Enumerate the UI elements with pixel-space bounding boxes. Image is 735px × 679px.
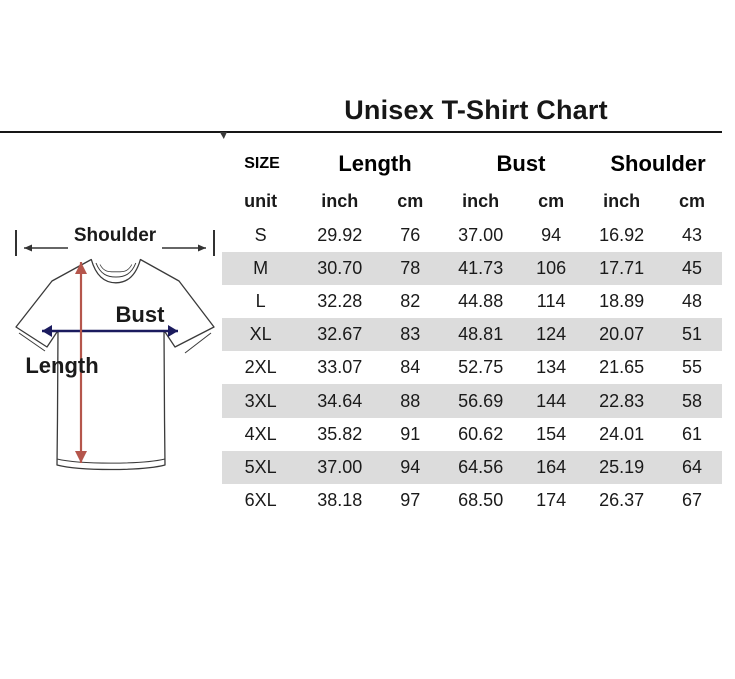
svg-text:Length: Length [25,353,98,378]
svg-text:Shoulder: Shoulder [74,225,157,246]
svg-text:Bust: Bust [116,302,166,327]
